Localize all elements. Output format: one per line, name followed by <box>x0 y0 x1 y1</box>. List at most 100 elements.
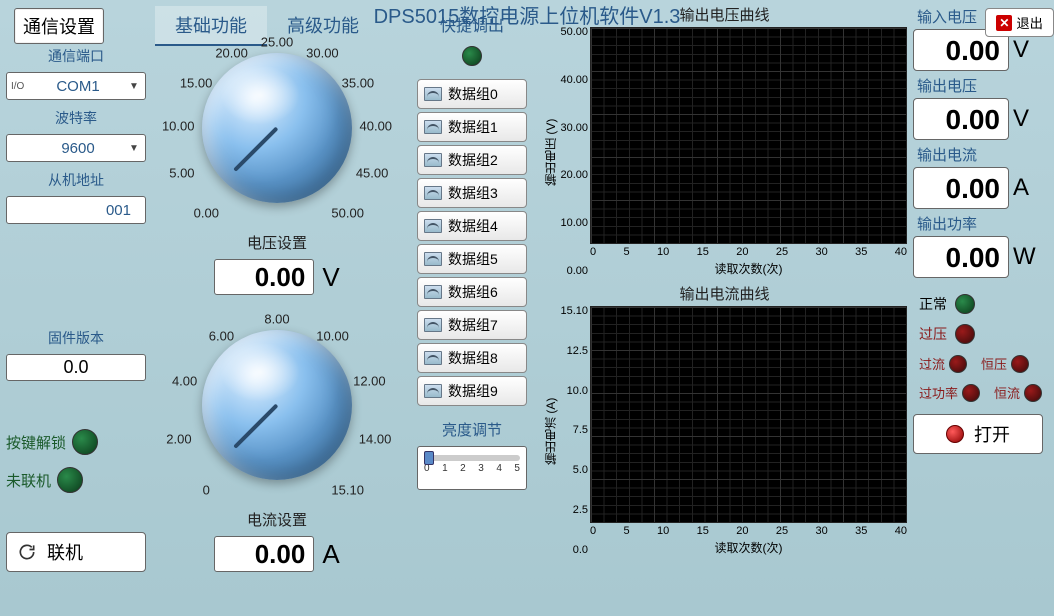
app-title: DPS5015数控电源上位机软件V1.3 <box>374 0 681 29</box>
pout-value: 0.00 <box>913 236 1009 278</box>
port-icon: I/O <box>11 81 29 92</box>
dial-tick: 14.00 <box>359 431 392 446</box>
power-button[interactable]: 打开 <box>913 414 1043 454</box>
vout-unit: V <box>1013 105 1029 133</box>
vout-value: 0.00 <box>913 98 1009 140</box>
voltage-chart: 输出电压 (V) 50.0040.0030.0020.0010.000.00 0… <box>542 27 907 277</box>
axis-tick: 15 <box>697 525 709 537</box>
dial-tick: 0.00 <box>194 205 219 220</box>
axis-tick: 2.5 <box>560 505 588 516</box>
preset-button-6[interactable]: 数据组6 <box>417 277 527 307</box>
axis-tick: 40.00 <box>560 75 588 86</box>
current-chart-xlabel: 读取次数(次) <box>590 539 907 556</box>
power-label: 打开 <box>974 421 1010 447</box>
preset-icon <box>424 384 442 398</box>
chevron-down-icon: ▼ <box>127 81 141 92</box>
preset-button-3[interactable]: 数据组3 <box>417 178 527 208</box>
preset-icon <box>424 120 442 134</box>
preset-label: 数据组3 <box>448 183 498 203</box>
axis-tick: 10 <box>657 246 669 258</box>
port-select[interactable]: I/O COM1 ▼ <box>6 72 146 100</box>
baud-value: 9600 <box>29 140 127 157</box>
axis-tick: 30 <box>816 246 828 258</box>
axis-tick: 20 <box>736 525 748 537</box>
brightness-tick: 1 <box>442 463 448 474</box>
axis-tick: 0 <box>590 525 596 537</box>
exit-button[interactable]: ✕ 退出 <box>985 8 1054 37</box>
brightness-tick: 3 <box>478 463 484 474</box>
dial-tick: 50.00 <box>331 205 364 220</box>
not-connected-led <box>57 467 83 493</box>
connect-label: 联机 <box>47 539 83 565</box>
axis-tick: 25 <box>776 525 788 537</box>
pout-label: 输出功率 <box>913 213 1043 234</box>
axis-tick: 20 <box>736 246 748 258</box>
voltage-dial[interactable]: 0.005.0010.0015.0020.0025.0030.0035.0040… <box>157 22 397 234</box>
axis-tick: 10.0 <box>560 386 588 397</box>
brightness-slider[interactable]: 012345 <box>417 446 527 490</box>
dial-tick: 10.00 <box>316 328 349 343</box>
axis-tick: 35 <box>855 525 867 537</box>
port-label: 通信端口 <box>6 46 146 66</box>
voltage-dial-label: 电压设置 <box>247 232 307 253</box>
not-connected-label: 未联机 <box>6 470 51 491</box>
preset-label: 数据组5 <box>448 249 498 269</box>
preset-button-1[interactable]: 数据组1 <box>417 112 527 142</box>
axis-tick: 10 <box>657 525 669 537</box>
axis-tick: 20.00 <box>560 170 588 181</box>
charts-panel: 输出电压曲线 输出电压 (V) 50.0040.0030.0020.0010.0… <box>542 4 907 572</box>
iout-label: 输出电流 <box>913 144 1043 165</box>
preset-button-8[interactable]: 数据组8 <box>417 343 527 373</box>
dial-tick: 15.10 <box>331 482 364 497</box>
slave-input[interactable]: 001 <box>6 196 146 224</box>
preset-button-5[interactable]: 数据组5 <box>417 244 527 274</box>
preset-button-0[interactable]: 数据组0 <box>417 79 527 109</box>
current-dial-label: 电流设置 <box>247 509 307 530</box>
slave-value: 001 <box>29 202 141 219</box>
axis-tick: 10.00 <box>560 218 588 229</box>
preset-button-9[interactable]: 数据组9 <box>417 376 527 406</box>
iout-value: 0.00 <box>913 167 1009 209</box>
current-chart-title: 输出电流曲线 <box>542 283 907 304</box>
vin-unit: V <box>1013 36 1029 64</box>
vout-label: 输出电压 <box>913 75 1043 96</box>
current-set-value[interactable]: 0.00 <box>214 536 314 572</box>
preset-icon <box>424 285 442 299</box>
preset-label: 数据组6 <box>448 282 498 302</box>
current-chart-ylabel: 输出电流 (A) <box>542 306 558 556</box>
preset-button-7[interactable]: 数据组7 <box>417 310 527 340</box>
axis-tick: 30.00 <box>560 123 588 134</box>
axis-tick: 5 <box>624 246 630 258</box>
status-op-label: 过功率 <box>919 383 958 402</box>
axis-tick: 0.00 <box>560 266 588 277</box>
status-normal-label: 正常 <box>919 294 947 314</box>
preset-icon <box>424 318 442 332</box>
status-cv-label: 恒压 <box>981 354 1007 373</box>
dial-tick: 25.00 <box>261 35 294 50</box>
right-panel: 输入电压 0.00 V 输出电压 0.00 V 输出电流 0.00 A 输出功率… <box>913 4 1043 572</box>
preset-button-2[interactable]: 数据组2 <box>417 145 527 175</box>
preset-icon <box>424 351 442 365</box>
dial-tick: 40.00 <box>359 119 392 134</box>
voltage-chart-xlabel: 读取次数(次) <box>590 260 907 277</box>
preset-button-4[interactable]: 数据组4 <box>417 211 527 241</box>
preset-icon <box>424 252 442 266</box>
dial-tick: 8.00 <box>264 312 289 327</box>
pout-unit: W <box>1013 243 1036 271</box>
dial-tick: 12.00 <box>353 373 386 388</box>
dials-panel: 0.005.0010.0015.0020.0025.0030.0035.0040… <box>152 4 402 572</box>
comm-settings-button[interactable]: 通信设置 <box>14 8 104 44</box>
brightness-tick: 2 <box>460 463 466 474</box>
baud-select[interactable]: 9600 ▼ <box>6 134 146 162</box>
baud-label: 波特率 <box>6 108 146 128</box>
axis-tick: 25 <box>776 246 788 258</box>
current-dial[interactable]: 02.004.006.008.0010.0012.0014.0015.10 <box>157 299 397 511</box>
voltage-set-value[interactable]: 0.00 <box>214 259 314 295</box>
brightness-tick: 4 <box>496 463 502 474</box>
status-cv-led <box>1011 355 1029 373</box>
dial-tick: 4.00 <box>172 373 197 388</box>
current-unit: A <box>322 539 339 570</box>
axis-tick: 40 <box>895 525 907 537</box>
connect-button[interactable]: 联机 <box>6 532 146 572</box>
preset-label: 数据组8 <box>448 348 498 368</box>
